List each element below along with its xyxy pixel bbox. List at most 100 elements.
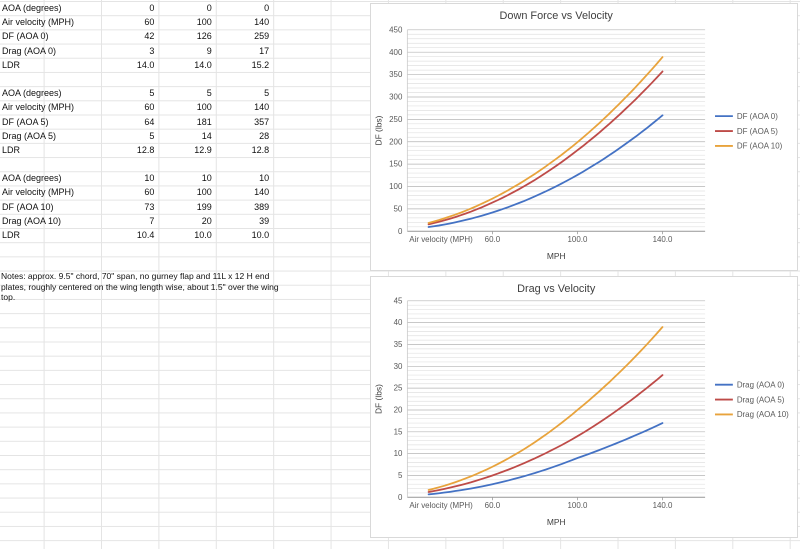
cell-value[interactable]: 14.0	[136, 59, 155, 70]
cell-value[interactable]: 10.4	[136, 230, 155, 240]
cell-value[interactable]: 14	[201, 130, 212, 141]
row-label[interactable]: DF (AOA 10)	[2, 201, 54, 212]
row-label[interactable]: Drag (AOA 5)	[2, 130, 57, 141]
svg-text:MPH: MPH	[547, 517, 566, 527]
cell-value[interactable]: 3	[149, 45, 155, 56]
downforce-chart[interactable]: 0 50 100 150 200 250 300 350 400 450 60.0 100.0 140.…	[370, 3, 798, 271]
svg-text:Drag (AOA 0): Drag (AOA 0)	[737, 380, 785, 389]
cell-value[interactable]: 0	[149, 3, 155, 13]
cell-value[interactable]: 73	[144, 201, 155, 212]
svg-text:450: 450	[389, 25, 403, 34]
svg-text:DF (lbs): DF (lbs)	[374, 115, 384, 145]
table-row: Drag (AOA 5) 5 14 28	[0, 129, 274, 143]
data-table: AOA (degrees) 0 0 0 Air velocity (MPH) 60 100 1…	[0, 1, 274, 256]
cell-value[interactable]: 60	[144, 17, 155, 28]
row-label[interactable]: AOA (degrees)	[2, 3, 62, 13]
svg-text:5: 5	[398, 471, 403, 480]
cell-value[interactable]: 10	[144, 173, 155, 184]
cell-value[interactable]: 100	[196, 187, 212, 198]
cell-value[interactable]: 42	[144, 31, 155, 42]
table-row: DF (AOA 0) 42 126 259	[0, 29, 274, 43]
cell-value[interactable]: 5	[264, 88, 270, 99]
cell-value[interactable]: 5	[149, 88, 155, 99]
svg-text:60.0: 60.0	[485, 235, 501, 244]
cell-value[interactable]: 10.0	[194, 230, 212, 240]
table-row: AOA (degrees) 10 10 10	[0, 171, 274, 185]
svg-text:MPH: MPH	[547, 251, 566, 261]
row-label[interactable]: DF (AOA 5)	[2, 116, 49, 127]
blank-row	[0, 157, 274, 171]
row-label[interactable]: AOA (degrees)	[2, 173, 62, 184]
cell-value[interactable]: 5	[149, 130, 155, 141]
cell-value[interactable]: 20	[201, 215, 212, 226]
cell-value[interactable]: 0	[206, 3, 212, 13]
svg-text:10: 10	[394, 449, 403, 458]
cell-value[interactable]: 17	[259, 45, 270, 56]
table-row: LDR 12.8 12.9 12.8	[0, 143, 274, 157]
cell-value[interactable]: 64	[144, 116, 155, 127]
row-label[interactable]: Air velocity (MPH)	[2, 102, 75, 113]
row-label[interactable]: LDR	[2, 59, 21, 70]
svg-text:Drag (AOA 5): Drag (AOA 5)	[737, 395, 785, 404]
cell-value[interactable]: 10	[201, 173, 212, 184]
svg-text:100.0: 100.0	[568, 501, 588, 510]
cell-value[interactable]: 39	[259, 215, 270, 226]
cell-value[interactable]: 60	[144, 102, 155, 113]
row-label[interactable]: LDR	[2, 144, 21, 155]
svg-text:DF (AOA 0): DF (AOA 0)	[737, 112, 778, 121]
svg-text:40: 40	[394, 318, 403, 327]
cell-value[interactable]: 100	[196, 17, 212, 28]
cell-value[interactable]: 15.2	[251, 59, 270, 70]
table-row: DF (AOA 10) 73 199 389	[0, 200, 274, 214]
drag-chart-canvas: 0 5 10 15 20 25 30 35 40 45 60.0 100.0 140.0 Air velo…	[374, 283, 790, 527]
cell-value[interactable]: 140	[254, 102, 270, 113]
cell-value[interactable]: 5	[206, 88, 212, 99]
cell-value[interactable]: 9	[206, 45, 212, 56]
row-label[interactable]: DF (AOA 0)	[2, 31, 49, 42]
cell-value[interactable]: 12.8	[136, 144, 155, 155]
cell-value[interactable]: 28	[259, 130, 270, 141]
cell-value[interactable]: 357	[254, 116, 270, 127]
blank-row	[0, 72, 274, 86]
cell-value[interactable]: 12.9	[194, 144, 212, 155]
cell-value[interactable]: 12.8	[251, 144, 270, 155]
cell-value[interactable]: 199	[196, 201, 212, 212]
cell-value[interactable]: 100	[196, 102, 212, 113]
svg-text:60.0: 60.0	[485, 501, 501, 510]
svg-text:DF (lbs): DF (lbs)	[374, 384, 384, 414]
cell-value[interactable]: 14.0	[194, 59, 212, 70]
blank-row	[0, 242, 274, 256]
cell-value[interactable]: 10.0	[251, 230, 270, 240]
cell-value[interactable]: 140	[254, 187, 270, 198]
table-row: DF (AOA 5) 64 181 357	[0, 115, 274, 129]
svg-text:0: 0	[398, 227, 403, 236]
cell-value[interactable]: 259	[254, 31, 270, 42]
row-label[interactable]: LDR	[2, 230, 21, 240]
downforce-chart-canvas: 0 50 100 150 200 250 300 350 400 450 60.0 100.0 140.…	[374, 10, 783, 261]
cell-value[interactable]: 7	[149, 215, 155, 226]
cell-value[interactable]: 0	[264, 3, 270, 13]
cell-value[interactable]: 10	[259, 173, 270, 184]
svg-text:Drag (AOA 10): Drag (AOA 10)	[737, 410, 789, 419]
svg-text:100: 100	[389, 182, 403, 191]
row-label[interactable]: Air velocity (MPH)	[2, 17, 75, 28]
svg-text:Drag vs Velocity: Drag vs Velocity	[517, 283, 596, 295]
cell-value[interactable]: 140	[254, 17, 270, 28]
svg-text:35: 35	[394, 340, 403, 349]
svg-text:300: 300	[389, 93, 403, 102]
row-label[interactable]: AOA (degrees)	[2, 88, 62, 99]
cell-value[interactable]: 60	[144, 187, 155, 198]
row-label[interactable]: Drag (AOA 10)	[2, 215, 62, 226]
cell-value[interactable]: 389	[254, 201, 270, 212]
svg-text:30: 30	[394, 362, 403, 371]
svg-text:50: 50	[394, 204, 403, 213]
cell-value[interactable]: 181	[196, 116, 212, 127]
drag-chart[interactable]: 0 5 10 15 20 25 30 35 40 45 60.0 100.0 140.0 Air velo…	[370, 276, 798, 538]
row-label[interactable]: Air velocity (MPH)	[2, 187, 75, 198]
svg-text:140.0: 140.0	[653, 235, 673, 244]
svg-text:140.0: 140.0	[653, 501, 673, 510]
cell-value[interactable]: 126	[196, 31, 212, 42]
svg-text:400: 400	[389, 48, 403, 57]
row-label[interactable]: Drag (AOA 0)	[2, 45, 57, 56]
